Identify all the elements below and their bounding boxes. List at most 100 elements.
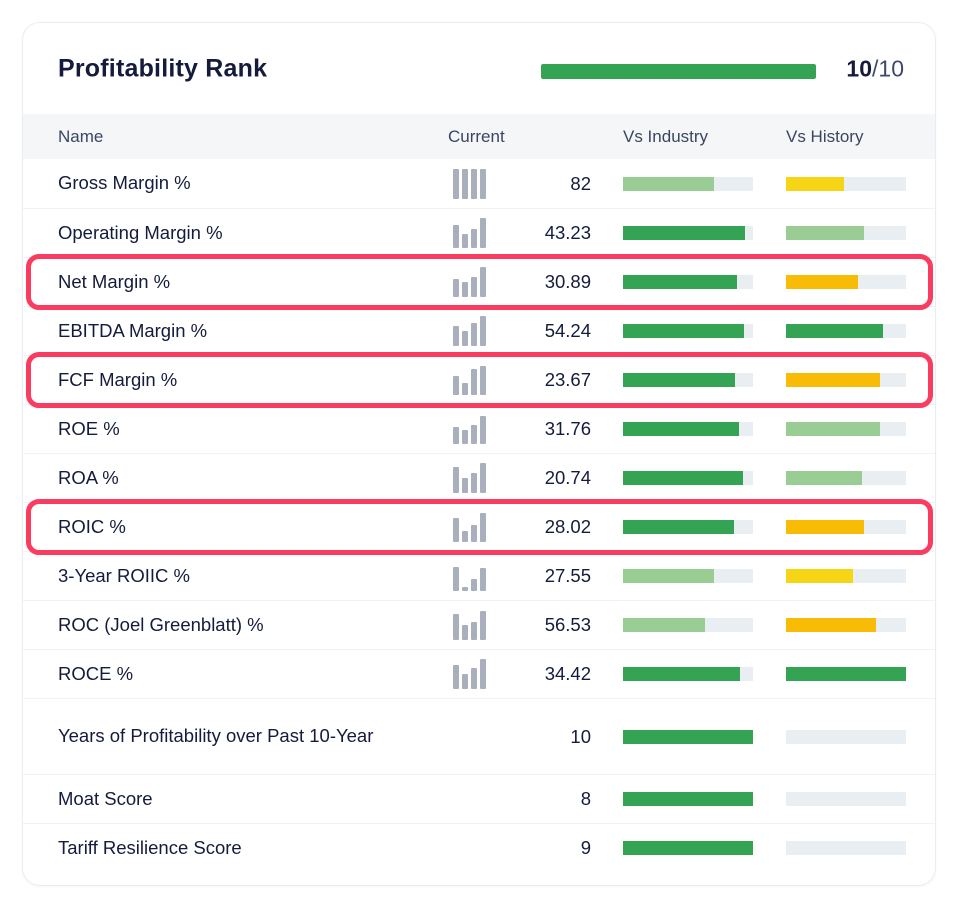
vs-history-bar-fill [786, 176, 844, 191]
table-row[interactable]: 3-Year ROIIC % 27.55 [23, 551, 935, 600]
vs-industry-bar-cell [591, 471, 753, 485]
vs-industry-bar-cell [591, 373, 753, 387]
vs-history-bar-fill [786, 373, 880, 387]
table-row[interactable]: FCF Margin % 23.67 [23, 352, 935, 408]
mini-histogram-icon [453, 414, 493, 444]
vs-history-bar-track [786, 373, 906, 387]
table-row[interactable]: Tariff Resilience Score 9 [23, 823, 935, 872]
mini-histogram-icon [453, 512, 493, 542]
metric-value: 28.02 [544, 516, 591, 537]
metric-name: ROE % [58, 417, 120, 439]
mini-histogram-icon [453, 659, 493, 689]
metric-value: 54.24 [544, 320, 591, 341]
vs-industry-bar-track [623, 471, 753, 485]
vs-industry-bar-track [623, 275, 753, 289]
histogram-bar [453, 168, 459, 199]
table-row[interactable]: ROC (Joel Greenblatt) % 56.53 [23, 600, 935, 649]
vs-history-bar-track [786, 618, 906, 632]
histogram-bar [453, 427, 459, 444]
vs-history-bar-cell [753, 667, 906, 681]
metric-name: EBITDA Margin % [58, 319, 208, 341]
table-row[interactable]: ROIC % 28.02 [23, 499, 935, 555]
metric-name: Operating Margin % [58, 221, 223, 243]
table-row[interactable]: Operating Margin % 43.23 [23, 208, 935, 257]
vs-history-bar-fill [786, 226, 864, 240]
vs-history-bar-cell [753, 373, 906, 387]
mini-histogram-icon [453, 267, 493, 297]
table-header-row: Name Current Vs Industry Vs History [23, 114, 935, 159]
mini-histogram-icon [453, 463, 493, 493]
table-row[interactable]: Gross Margin % 82 [23, 159, 935, 208]
metric-value: 56.53 [544, 614, 591, 635]
vs-history-bar-cell [753, 226, 906, 240]
metric-name: Moat Score [58, 787, 153, 809]
vs-history-bar-track [786, 841, 906, 855]
vs-history-bar-fill [786, 520, 864, 534]
metric-name: Years of Profitability over Past 10-Year [58, 725, 374, 747]
table-body: Gross Margin % 82 Operating Margin % 43.23 N… [23, 159, 935, 872]
mini-histogram-placeholder [453, 722, 493, 752]
histogram-bar [462, 430, 468, 444]
vs-history-bar-track [786, 667, 906, 681]
histogram-bar [471, 525, 477, 542]
metric-value: 30.89 [544, 271, 591, 292]
vs-history-bar-fill [786, 471, 862, 485]
vs-history-bar-cell [753, 471, 906, 485]
vs-history-bar-track [786, 520, 906, 534]
metric-value: 34.42 [544, 663, 591, 684]
table-row[interactable]: Years of Profitability over Past 10-Year… [23, 698, 935, 774]
histogram-bar [453, 279, 459, 297]
histogram-bar [480, 659, 486, 689]
vs-industry-bar-fill [623, 667, 740, 681]
vs-history-bar-track [786, 729, 906, 744]
histogram-bar [453, 614, 459, 640]
histogram-bar [462, 587, 468, 591]
vs-history-bar-track [786, 569, 906, 583]
rank-score-max: /10 [872, 55, 904, 81]
vs-industry-bar-fill [623, 422, 739, 436]
vs-history-bar-track [786, 471, 906, 485]
mini-histogram-icon [453, 218, 493, 248]
vs-industry-bar-track [623, 729, 753, 744]
vs-history-bar-cell [753, 275, 906, 289]
metric-name: Net Margin % [58, 270, 171, 292]
metric-name: 3-Year ROIIC % [58, 564, 190, 586]
mini-histogram-icon [453, 316, 493, 346]
column-header-vs-history: Vs History [786, 126, 864, 146]
mini-histogram-icon [453, 610, 493, 640]
histogram-bar [462, 674, 468, 689]
rank-score: 10/10 [846, 55, 904, 82]
histogram-bar [480, 366, 486, 395]
histogram-bar [480, 568, 486, 591]
table-row[interactable]: Net Margin % 30.89 [23, 254, 935, 310]
histogram-bar [471, 168, 477, 199]
vs-industry-bar-fill [623, 226, 746, 240]
table-row[interactable]: Moat Score 8 [23, 774, 935, 823]
metric-value: 9 [580, 837, 591, 858]
card-header: Profitability Rank 10/10 [23, 23, 935, 114]
table-row[interactable]: ROE % 31.76 [23, 404, 935, 453]
rank-progress-track [541, 64, 816, 79]
vs-industry-bar-fill [623, 176, 714, 191]
histogram-bar [462, 234, 468, 248]
vs-industry-bar-cell [591, 792, 753, 806]
vs-history-bar-track [786, 226, 906, 240]
vs-history-bar-fill [786, 618, 876, 632]
vs-history-bar-track [786, 275, 906, 289]
table-row[interactable]: ROA % 20.74 [23, 453, 935, 502]
vs-industry-bar-track [623, 226, 753, 240]
rank-progress-fill [541, 64, 816, 79]
table-row[interactable]: ROCE % 34.42 [23, 649, 935, 698]
vs-industry-bar-track [623, 373, 753, 387]
histogram-bar [471, 622, 477, 640]
vs-industry-bar-track [623, 841, 753, 855]
vs-history-bar-fill [786, 667, 906, 681]
table-row[interactable]: EBITDA Margin % 54.24 [23, 306, 935, 355]
vs-history-bar-cell [753, 729, 906, 744]
vs-industry-bar-track [623, 176, 753, 191]
metric-name: ROCE % [58, 662, 134, 684]
vs-history-bar-track [786, 792, 906, 806]
column-header-name: Name [58, 126, 104, 146]
histogram-bar [453, 326, 459, 346]
vs-history-bar-track [786, 422, 906, 436]
